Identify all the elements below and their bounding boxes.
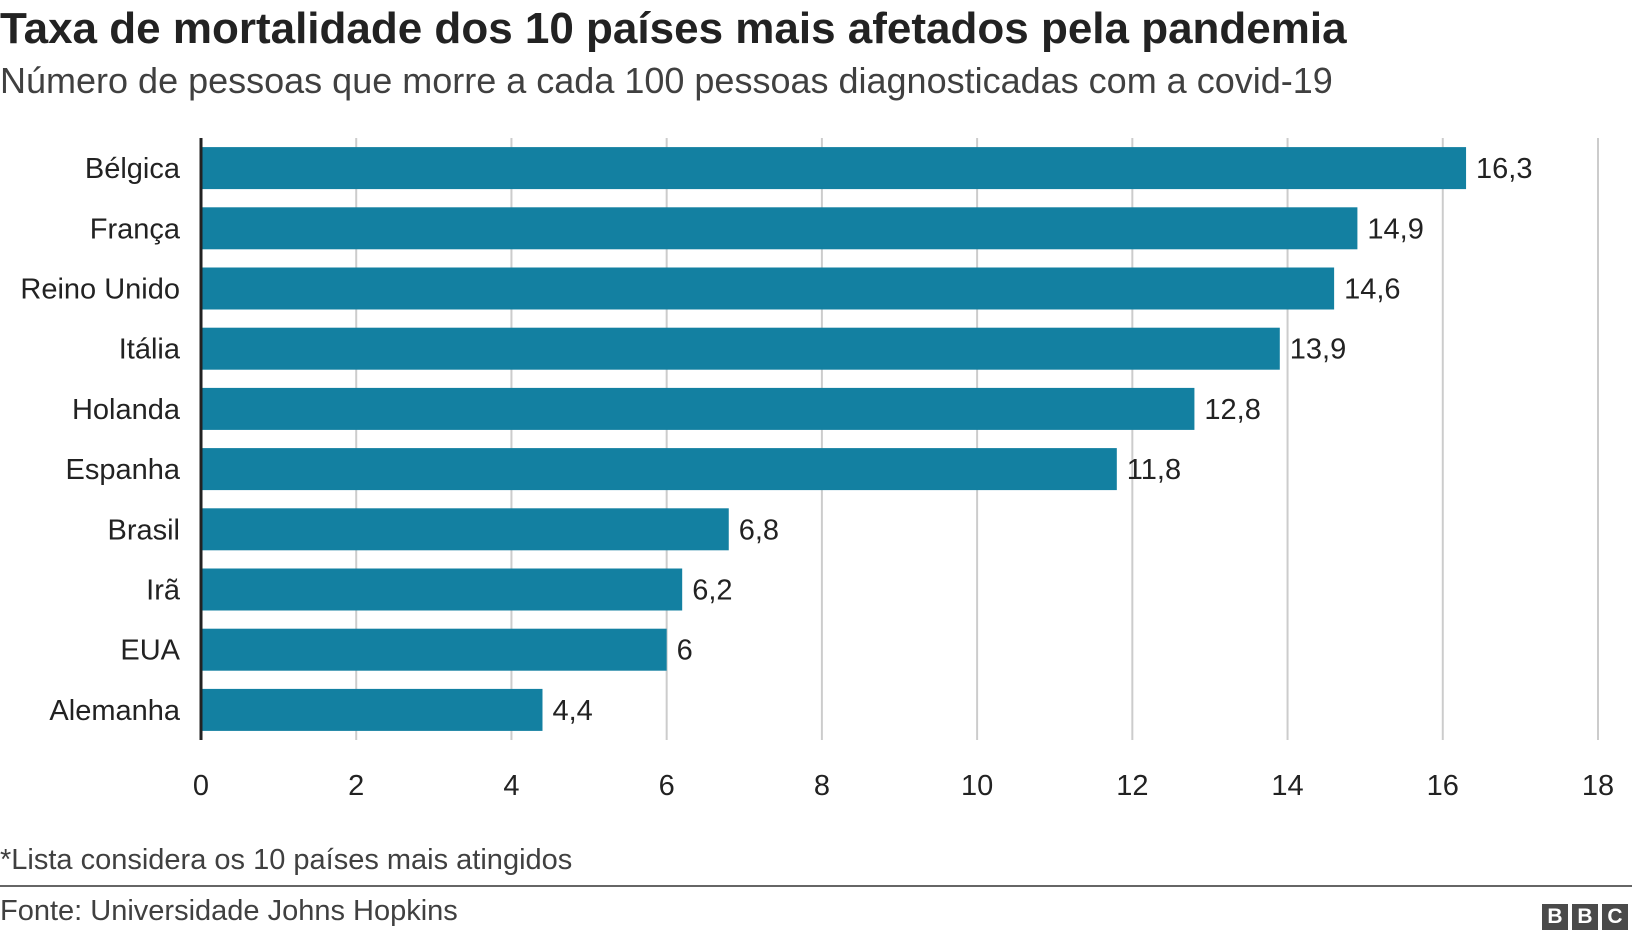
category-label: Alemanha bbox=[49, 695, 180, 727]
data-label: 6 bbox=[677, 635, 693, 667]
category-label: Espanha bbox=[66, 454, 181, 486]
bbc-logo: B B C bbox=[1542, 904, 1628, 930]
x-tick-label: 8 bbox=[814, 770, 830, 802]
bar bbox=[201, 267, 1335, 310]
data-label: 13,9 bbox=[1290, 334, 1346, 366]
data-label: 4,4 bbox=[552, 695, 592, 727]
chart-title: Taxa de mortalidade dos 10 países mais a… bbox=[0, 4, 1347, 53]
data-label: 12,8 bbox=[1204, 394, 1260, 426]
data-label: 14,6 bbox=[1344, 274, 1400, 306]
bar bbox=[201, 688, 543, 731]
bar bbox=[201, 628, 667, 671]
category-label: Bélgica bbox=[85, 153, 181, 185]
bar bbox=[201, 448, 1117, 491]
source-credit: Fonte: Universidade Johns Hopkins bbox=[0, 895, 458, 927]
category-label: Holanda bbox=[72, 394, 181, 426]
data-label: 16,3 bbox=[1476, 153, 1532, 185]
x-tick-label: 14 bbox=[1271, 770, 1303, 802]
bar bbox=[201, 147, 1467, 190]
bar-chart: 0 2 4 6 8 10 12 14 16 18 Bélgica 16,3 França 14,9 Rein… bbox=[20, 138, 1614, 802]
data-label: 11,8 bbox=[1127, 454, 1181, 486]
category-label: Irã bbox=[146, 575, 181, 607]
category-label: EUA bbox=[120, 635, 180, 667]
bbc-logo-letter: B bbox=[1542, 904, 1568, 930]
x-tick-label: 2 bbox=[348, 770, 364, 802]
footer-divider bbox=[0, 885, 1632, 887]
category-label: Itália bbox=[119, 334, 181, 366]
x-tick-label: 10 bbox=[961, 770, 993, 802]
bar bbox=[201, 327, 1280, 370]
category-label: Brasil bbox=[107, 514, 180, 546]
x-tick-label: 0 bbox=[193, 770, 209, 802]
category-label: França bbox=[90, 213, 181, 245]
x-tick-label: 16 bbox=[1427, 770, 1459, 802]
bar bbox=[201, 387, 1195, 430]
bar bbox=[201, 568, 683, 611]
bbc-logo-letter: C bbox=[1602, 904, 1628, 930]
chart-subtitle: Número de pessoas que morre a cada 100 p… bbox=[0, 60, 1333, 101]
bbc-logo-letter: B bbox=[1572, 904, 1598, 930]
bar bbox=[201, 508, 729, 551]
x-tick-label: 4 bbox=[503, 770, 519, 802]
bar bbox=[201, 207, 1358, 250]
data-label: 6,8 bbox=[739, 514, 779, 546]
chart-note: *Lista considera os 10 países mais ating… bbox=[0, 844, 573, 876]
category-label: Reino Unido bbox=[20, 274, 180, 306]
x-tick-label: 12 bbox=[1116, 770, 1148, 802]
data-label: 6,2 bbox=[692, 575, 732, 607]
x-tick-label: 18 bbox=[1582, 770, 1614, 802]
x-tick-label: 6 bbox=[659, 770, 675, 802]
data-label: 14,9 bbox=[1367, 213, 1423, 245]
